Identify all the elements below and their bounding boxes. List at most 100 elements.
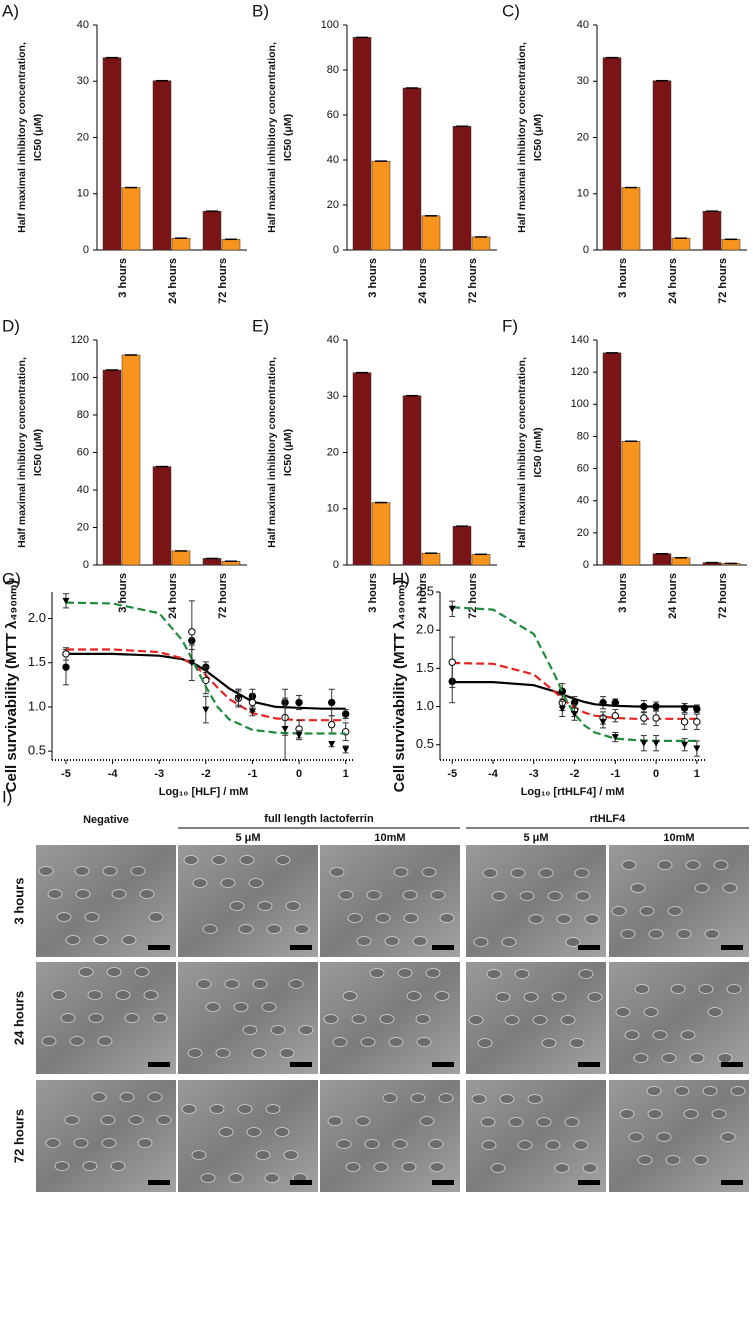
cell [88, 1013, 104, 1023]
cell [366, 890, 382, 900]
cell [536, 1117, 552, 1127]
data-point [234, 690, 242, 706]
cell [401, 1162, 417, 1172]
cell [556, 914, 572, 924]
row-header: 24 hours [11, 991, 26, 1045]
cell [115, 990, 131, 1000]
cell [134, 967, 150, 977]
cell [551, 992, 567, 1002]
marker [248, 698, 257, 707]
y-tick-label: 0 [583, 559, 589, 571]
marker [640, 702, 648, 711]
y-axis-label: Half maximal inhibitory concentration, [516, 357, 528, 548]
x-tick-label: -1 [610, 768, 620, 780]
cell [347, 913, 363, 923]
cell [128, 1115, 144, 1125]
x-tick-label: -2 [570, 768, 580, 780]
cell [78, 967, 94, 977]
micrograph [178, 1080, 318, 1192]
data-point [327, 715, 336, 734]
data-point [448, 600, 456, 617]
cell [711, 1109, 727, 1119]
row-header: 3 hours [11, 878, 26, 925]
cell [364, 1139, 380, 1149]
scale-bar [148, 1180, 170, 1185]
cell [523, 992, 539, 1002]
y-axis-label: IC50 (mM) [532, 427, 544, 477]
cell [73, 1138, 89, 1148]
column-header: 10mM [663, 832, 694, 844]
fit-curve [452, 606, 697, 742]
data-point [681, 738, 689, 752]
cell [633, 1053, 649, 1063]
marker [652, 702, 660, 711]
cell [229, 901, 245, 911]
x-tick-label: -3 [154, 768, 164, 780]
cell [238, 924, 254, 934]
y-tick-label: 40 [77, 19, 89, 31]
cell [192, 878, 208, 888]
panel-label: C) [502, 1, 520, 20]
x-tick-label: 24 hours [167, 573, 179, 619]
cell [569, 1038, 585, 1048]
bar [421, 215, 441, 251]
y-tick-label: 20 [77, 521, 89, 533]
row-header: 72 hours [11, 1109, 26, 1163]
y-axis-label: Half maximal inhibitory concentration, [16, 42, 28, 233]
cell [693, 1155, 709, 1165]
x-tick-label: 1 [694, 768, 700, 780]
cell [694, 883, 710, 893]
y-axis-label: Half maximal inhibitory concentration, [16, 357, 28, 548]
data-point [599, 715, 607, 729]
cell [392, 1139, 408, 1149]
data-point [652, 709, 660, 727]
cell [279, 1048, 295, 1058]
bar [202, 210, 222, 251]
cell [495, 992, 511, 1002]
panel-label: H) [392, 569, 410, 588]
cell [45, 1138, 61, 1148]
marker [680, 718, 689, 726]
cell [196, 979, 212, 989]
cell [215, 1048, 231, 1058]
y-axis-label: IC50 (μM) [32, 429, 44, 476]
bar [452, 525, 472, 566]
cell [373, 1162, 389, 1172]
marker [640, 740, 648, 747]
scale-bar [432, 945, 454, 950]
cell [514, 969, 530, 979]
bar [621, 441, 641, 566]
cell [255, 1150, 271, 1160]
cell [575, 891, 591, 901]
marker [652, 714, 660, 722]
cell [620, 929, 636, 939]
cell [382, 1093, 398, 1103]
y-tick-label: 80 [77, 409, 89, 421]
y-axis-label: Half maximal inhibitory concentration, [266, 42, 278, 233]
data-point [327, 688, 336, 717]
data-point [693, 740, 701, 757]
cell [97, 1036, 113, 1046]
cell [110, 1161, 126, 1171]
marker [327, 698, 336, 707]
y-tick-label: 20 [327, 199, 339, 211]
cell [393, 867, 409, 877]
cell [239, 855, 255, 865]
y-axis-label: Cell survivability (MTT λ₄₉₀ₙₘ) [3, 580, 20, 793]
data-point [341, 709, 350, 719]
cell [388, 1037, 404, 1047]
cell [415, 1014, 431, 1024]
cell [270, 1025, 286, 1035]
bar [102, 369, 122, 566]
scale-bar [290, 1062, 312, 1067]
cell [634, 984, 650, 994]
cell [323, 1014, 339, 1024]
cell [647, 1109, 663, 1119]
cell [111, 889, 127, 899]
marker [188, 659, 196, 667]
y-axis-label: Cell survivability (MTT λ₄₉₀ₙₘ) [391, 580, 408, 793]
y-tick-label: 80 [577, 430, 589, 442]
cell [119, 1092, 135, 1102]
cell [187, 1048, 203, 1058]
cell [60, 1013, 76, 1023]
